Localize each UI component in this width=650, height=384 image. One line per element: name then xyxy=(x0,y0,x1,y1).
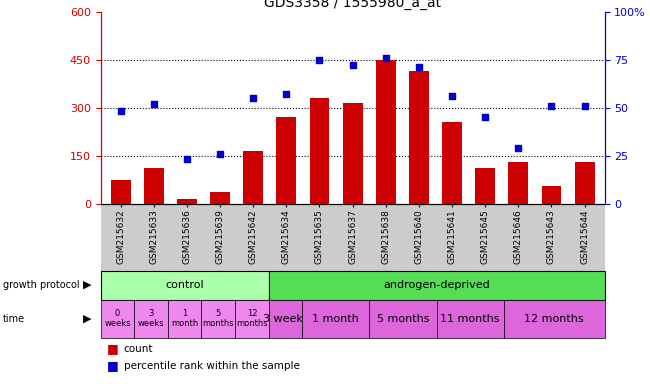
Text: 5 months: 5 months xyxy=(377,314,429,324)
Text: 0
weeks: 0 weeks xyxy=(104,309,131,328)
Title: GDS3358 / 1555980_a_at: GDS3358 / 1555980_a_at xyxy=(264,0,441,10)
Text: 3
weeks: 3 weeks xyxy=(138,309,164,328)
Bar xyxy=(276,117,296,204)
Bar xyxy=(309,98,330,204)
Point xyxy=(182,156,192,162)
Bar xyxy=(144,168,164,204)
Text: 3 weeks: 3 weeks xyxy=(263,314,308,324)
Bar xyxy=(409,71,429,204)
Point xyxy=(413,64,424,70)
Point xyxy=(380,55,391,61)
Bar xyxy=(101,204,604,271)
Bar xyxy=(210,192,230,204)
Point xyxy=(513,145,523,151)
Text: percentile rank within the sample: percentile rank within the sample xyxy=(124,361,300,371)
Text: control: control xyxy=(165,280,204,290)
Point xyxy=(447,93,457,99)
Text: 12 months: 12 months xyxy=(525,314,584,324)
Point xyxy=(579,103,590,109)
Bar xyxy=(177,199,197,204)
Text: growth protocol: growth protocol xyxy=(3,280,80,290)
Text: time: time xyxy=(3,314,25,324)
Bar xyxy=(442,122,462,204)
Bar xyxy=(541,186,562,204)
Bar xyxy=(343,103,363,204)
Point xyxy=(480,114,490,120)
Point xyxy=(315,56,325,63)
Bar xyxy=(111,180,131,204)
Point xyxy=(248,95,259,101)
Bar xyxy=(243,151,263,204)
Text: ■: ■ xyxy=(107,342,119,355)
Bar xyxy=(575,162,595,204)
Text: 5
months: 5 months xyxy=(203,309,234,328)
Text: count: count xyxy=(124,344,153,354)
Point xyxy=(347,62,358,68)
Bar xyxy=(508,162,528,204)
Text: 1
month: 1 month xyxy=(171,309,198,328)
Text: 1 month: 1 month xyxy=(313,314,359,324)
Text: ▶: ▶ xyxy=(83,280,91,290)
Text: ■: ■ xyxy=(107,359,119,372)
Text: androgen-deprived: androgen-deprived xyxy=(384,280,490,290)
Point xyxy=(546,103,556,109)
Text: 12
months: 12 months xyxy=(236,309,268,328)
Point xyxy=(215,151,226,157)
Text: 11 months: 11 months xyxy=(441,314,500,324)
Point xyxy=(149,101,159,107)
Point xyxy=(116,108,126,114)
Text: ▶: ▶ xyxy=(83,314,91,324)
Point xyxy=(281,91,292,97)
Bar xyxy=(376,60,396,204)
Bar xyxy=(475,168,495,204)
